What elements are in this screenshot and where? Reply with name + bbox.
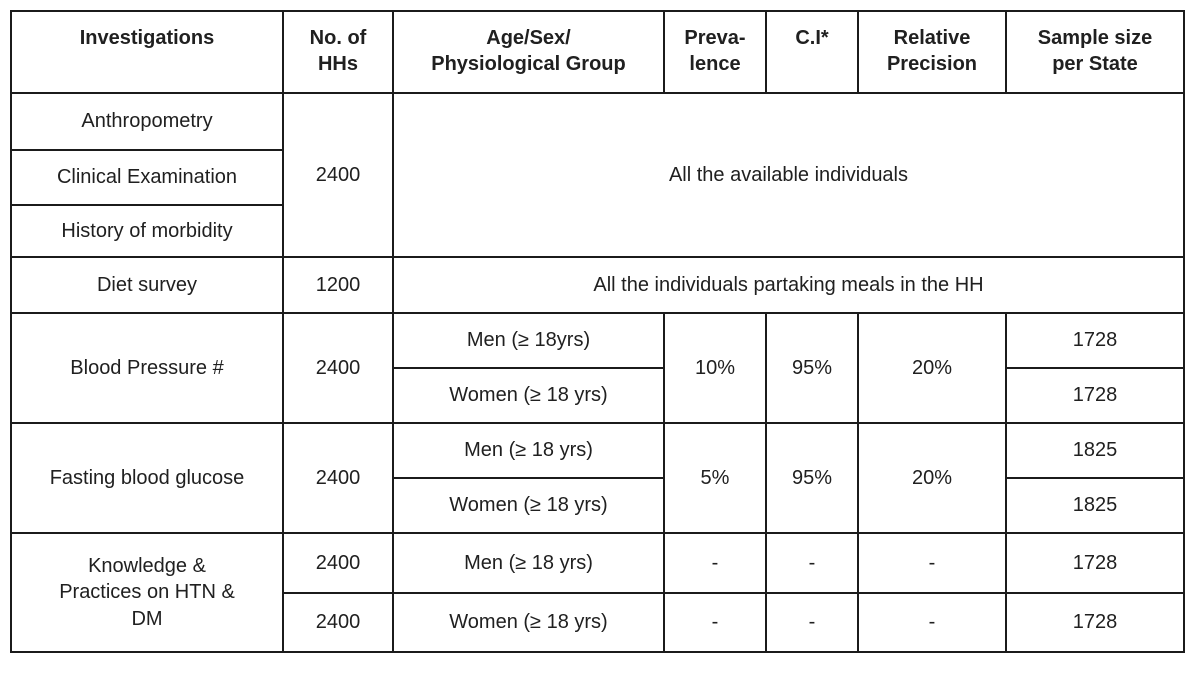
header-prevalence: Preva- lence [663, 10, 767, 94]
cell-all-available-individuals: All the available individuals [392, 92, 1185, 258]
table-row: Anthropometry 2400 All the available ind… [10, 92, 1185, 258]
cell-diet-hhs: 1200 [282, 256, 394, 314]
header-sample-size-per-state: Sample size per State [1005, 10, 1185, 94]
cell-fbg-women-sample-size: 1825 [1005, 477, 1185, 534]
sampling-plan-table: Investigations No. of HHs Age/Sex/ Physi… [10, 10, 1185, 653]
cell-knowledge-men-group: Men (≥ 18 yrs) [392, 532, 665, 594]
cell-knowledge-men-sample-size: 1728 [1005, 532, 1185, 594]
cell-fbg-men-group: Men (≥ 18 yrs) [392, 422, 665, 479]
header-ci: C.I* [765, 10, 859, 94]
cell-knowledge-practices: Knowledge & Practices on HTN & DM [10, 532, 284, 653]
header-age-sex-group: Age/Sex/ Physiological Group [392, 10, 665, 94]
cell-knowledge-men-relative-precision: - [857, 532, 1007, 594]
cell-bp-men-sample-size: 1728 [1005, 312, 1185, 369]
cell-fbg-women-group: Women (≥ 18 yrs) [392, 477, 665, 534]
cell-knowledge-women-hhs: 2400 [282, 592, 394, 653]
cell-fbg-relative-precision: 20% [857, 422, 1007, 534]
cell-knowledge-women-ci: - [765, 592, 859, 653]
cell-fbg-ci: 95% [765, 422, 859, 534]
table-row: Women (≥ 18 yrs) 1728 [11, 367, 1185, 424]
table-row: 2400 Women (≥ 18 yrs) - - - 1728 [11, 592, 1185, 653]
cell-diet-group: All the individuals partaking meals in t… [392, 256, 1185, 314]
cell-bp-men-group: Men (≥ 18yrs) [392, 312, 665, 369]
cell-clinical-examination: Clinical Examination [10, 149, 284, 206]
cell-knowledge-women-sample-size: 1728 [1005, 592, 1185, 653]
header-relative-precision: Relative Precision [857, 10, 1007, 94]
header-row: Investigations No. of HHs Age/Sex/ Physi… [10, 10, 1185, 94]
table-row: Fasting blood glucose 2400 Men (≥ 18 yrs… [10, 422, 1185, 534]
table-row: Knowledge & Practices on HTN & DM 2400 M… [10, 532, 1185, 653]
cell-knowledge-men-prevalence: - [663, 532, 767, 594]
cell-fbg-prevalence: 5% [663, 422, 767, 534]
cell-knowledge-men-ci: - [765, 532, 859, 594]
cell-diet-survey: Diet survey [10, 256, 284, 314]
cell-fasting-blood-glucose: Fasting blood glucose [10, 422, 284, 534]
cell-anthropometry: Anthropometry [10, 92, 284, 151]
cell-knowledge-women-relative-precision: - [857, 592, 1007, 653]
cell-fbg-men-sample-size: 1825 [1005, 422, 1185, 479]
cell-knowledge-women-group: Women (≥ 18 yrs) [392, 592, 665, 653]
cell-bp-ci: 95% [765, 312, 859, 424]
cell-bp-women-group: Women (≥ 18 yrs) [392, 367, 665, 424]
cell-knowledge-men-hhs: 2400 [282, 532, 394, 594]
table-row: History of morbidity [10, 204, 1184, 258]
cell-history-of-morbidity: History of morbidity [10, 204, 284, 258]
cell-general-hhs: 2400 [282, 92, 394, 258]
table-row: Clinical Examination [10, 149, 1184, 206]
table-row: Diet survey 1200 All the individuals par… [10, 256, 1185, 314]
cell-bp-relative-precision: 20% [857, 312, 1007, 424]
cell-blood-pressure: Blood Pressure # [10, 312, 284, 424]
table-row: Women (≥ 18 yrs) 1825 [11, 477, 1185, 534]
table-row: Blood Pressure # 2400 Men (≥ 18yrs) 10% … [10, 312, 1185, 424]
header-no-of-hhs: No. of HHs [282, 10, 394, 94]
header-investigations: Investigations [10, 10, 284, 94]
cell-bp-prevalence: 10% [663, 312, 767, 424]
cell-knowledge-women-prevalence: - [663, 592, 767, 653]
cell-bp-hhs: 2400 [282, 312, 394, 424]
cell-fbg-hhs: 2400 [282, 422, 394, 534]
cell-bp-women-sample-size: 1728 [1005, 367, 1185, 424]
